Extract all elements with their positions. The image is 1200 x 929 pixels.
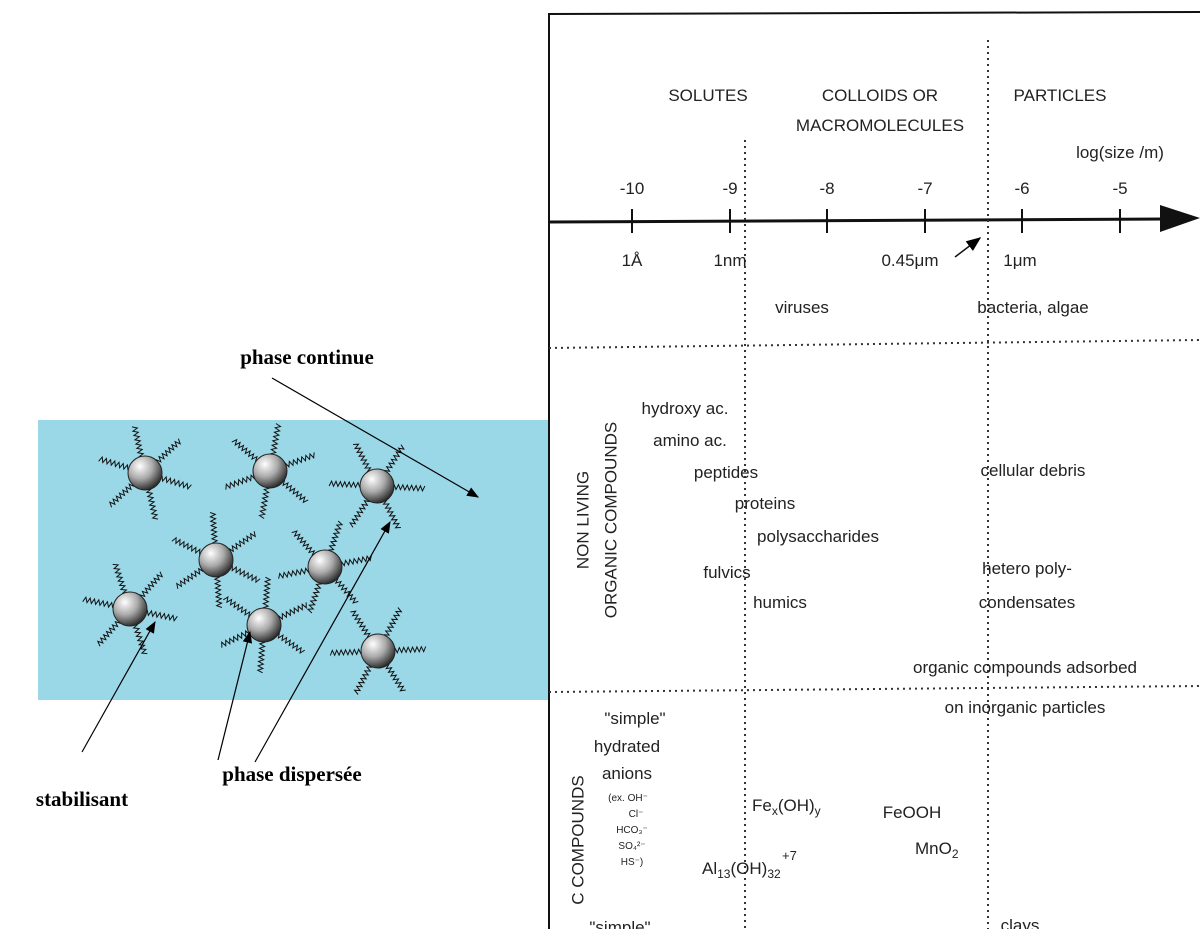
text: "simple" [589, 918, 650, 929]
size-label: 1μm [1003, 251, 1036, 270]
tick-label: -6 [1014, 179, 1029, 198]
particle [128, 456, 162, 490]
size-label: 0.45μm [881, 251, 938, 270]
formula-part: 2 [952, 847, 959, 861]
text: peptides [694, 463, 758, 482]
text: hetero poly- [982, 559, 1072, 578]
text: bacteria, algae [977, 298, 1089, 317]
formula-part: Al [702, 859, 717, 878]
chart-text: SOLUTES COLLOIDS OR MACROMOLECULES PARTICLE… [568, 86, 1163, 929]
particle [308, 550, 342, 584]
text: polysaccharides [757, 527, 879, 546]
particle [253, 454, 287, 488]
text: log(size /m) [1076, 143, 1164, 162]
text: HCO₃⁻ [616, 825, 648, 836]
formula: Al13(OH)32 [702, 859, 781, 881]
text: C COMPOUNDS [568, 775, 587, 904]
text: clays [1001, 916, 1040, 929]
particle [361, 634, 395, 668]
size-label: 1nm [713, 251, 746, 270]
text: ORGANIC COMPOUNDS [601, 422, 620, 618]
text: hydrated [594, 737, 660, 756]
text: anions [602, 764, 652, 783]
text: COLLOIDS OR [822, 86, 938, 105]
tick-label: -5 [1112, 179, 1127, 198]
label: stabilisant [36, 787, 128, 811]
text: condensates [979, 593, 1075, 612]
text: MACROMOLECULES [796, 116, 964, 135]
text: humics [753, 593, 807, 612]
text: organic compounds adsorbed [913, 658, 1137, 677]
text: HS⁻) [621, 857, 644, 868]
text: NON LIVING [573, 471, 592, 569]
tick-label: -7 [917, 179, 932, 198]
text: amino ac. [653, 431, 727, 450]
text: cellular debris [981, 461, 1086, 480]
particle [113, 592, 147, 626]
particle [360, 469, 394, 503]
formula: Fex(OH)y [752, 796, 821, 818]
text: FeOOH [883, 803, 942, 822]
size-label: 1Å [622, 251, 643, 270]
page: phase continue stabilisant phase dispers… [0, 0, 1200, 929]
figure: phase continue stabilisant phase dispers… [0, 0, 1200, 929]
formula: MnO2 [915, 839, 959, 861]
particle [247, 608, 281, 642]
particle [199, 543, 233, 577]
formula-part: y [815, 804, 821, 818]
tick-label: -9 [722, 179, 737, 198]
formula-part: 32 [767, 867, 781, 881]
tick-label: -8 [819, 179, 834, 198]
text: (ex. OH⁻ [608, 793, 648, 804]
text: on inorganic particles [945, 698, 1106, 717]
text: fulvics [703, 563, 750, 582]
text: proteins [735, 494, 795, 513]
formula-part: (OH) [730, 859, 767, 878]
text: viruses [775, 298, 829, 317]
formula-charge: +7 [782, 848, 797, 863]
label: phase dispersée [222, 762, 361, 786]
formula-part: MnO [915, 839, 952, 858]
formula-part: (OH) [778, 796, 815, 815]
formula-part: Fe [752, 796, 772, 815]
text: hydroxy ac. [642, 399, 729, 418]
label: phase continue [240, 345, 374, 369]
text: PARTICLES [1014, 86, 1107, 105]
text: Cl⁻ [629, 809, 644, 820]
text: SOLUTES [668, 86, 747, 105]
text: "simple" [604, 709, 665, 728]
text: SO₄²⁻ [618, 841, 645, 852]
tick-label: -10 [620, 179, 645, 198]
formula-part: 13 [717, 867, 731, 881]
